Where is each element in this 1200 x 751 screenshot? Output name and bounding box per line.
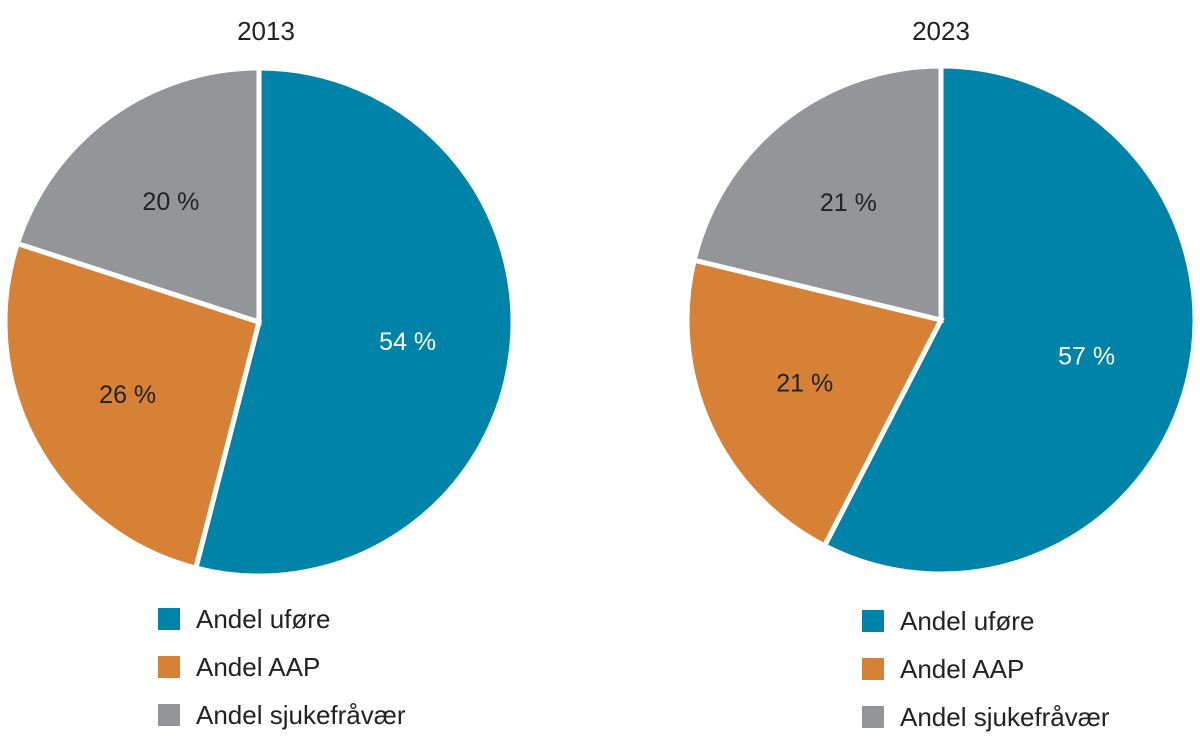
pie-slice-ufore xyxy=(821,63,1198,577)
pie-slice-aap xyxy=(684,257,945,550)
pie-slice-sjukefravaer xyxy=(691,63,944,324)
legend-swatch-ufore xyxy=(862,610,884,632)
pie-slice-label-aap: 26 % xyxy=(99,381,156,409)
legend-swatch-sjukefravaer xyxy=(158,704,180,726)
legend-label: Andel sjukefråvær xyxy=(900,702,1110,732)
pie-2013: 2013 54 % 26 % 20 % xyxy=(2,16,516,579)
legend-label: Andel AAP xyxy=(196,652,321,682)
legend-label: Andel AAP xyxy=(900,654,1025,684)
pie-slice-label-sjukefravaer: 21 % xyxy=(820,189,877,217)
legend-swatch-aap xyxy=(862,658,884,680)
pie-2013-title: 2013 xyxy=(237,16,295,46)
legend-swatch-ufore xyxy=(158,608,180,630)
pie-slice-aap xyxy=(2,240,263,572)
pie-2023-slice-labels: 57 % 21 % 21 % xyxy=(776,189,1115,397)
legend-label: Andel uføre xyxy=(900,606,1035,636)
pie-2023-slices xyxy=(684,63,1198,577)
pie-2023-title: 2023 xyxy=(912,16,970,46)
pie-slice-label-ufore: 54 % xyxy=(379,328,436,356)
pie-slice-label-ufore: 57 % xyxy=(1058,342,1115,370)
legend-swatch-sjukefravaer xyxy=(862,706,884,728)
legend-swatch-aap xyxy=(158,656,180,678)
legend-label: Andel sjukefråvær xyxy=(196,700,406,730)
pie-slice-sjukefravaer xyxy=(14,65,262,326)
pie-slice-label-sjukefravaer: 20 % xyxy=(142,188,199,216)
pie-slice-label-aap: 21 % xyxy=(776,369,833,397)
legend-label: Andel uføre xyxy=(196,604,331,634)
pie-2023: 2023 57 % 21 % 21 % xyxy=(684,16,1198,577)
pie-slice-ufore xyxy=(192,65,516,579)
pie-2013-slice-labels: 54 % 26 % 20 % xyxy=(99,188,436,409)
pie-2013-slices xyxy=(2,65,516,579)
